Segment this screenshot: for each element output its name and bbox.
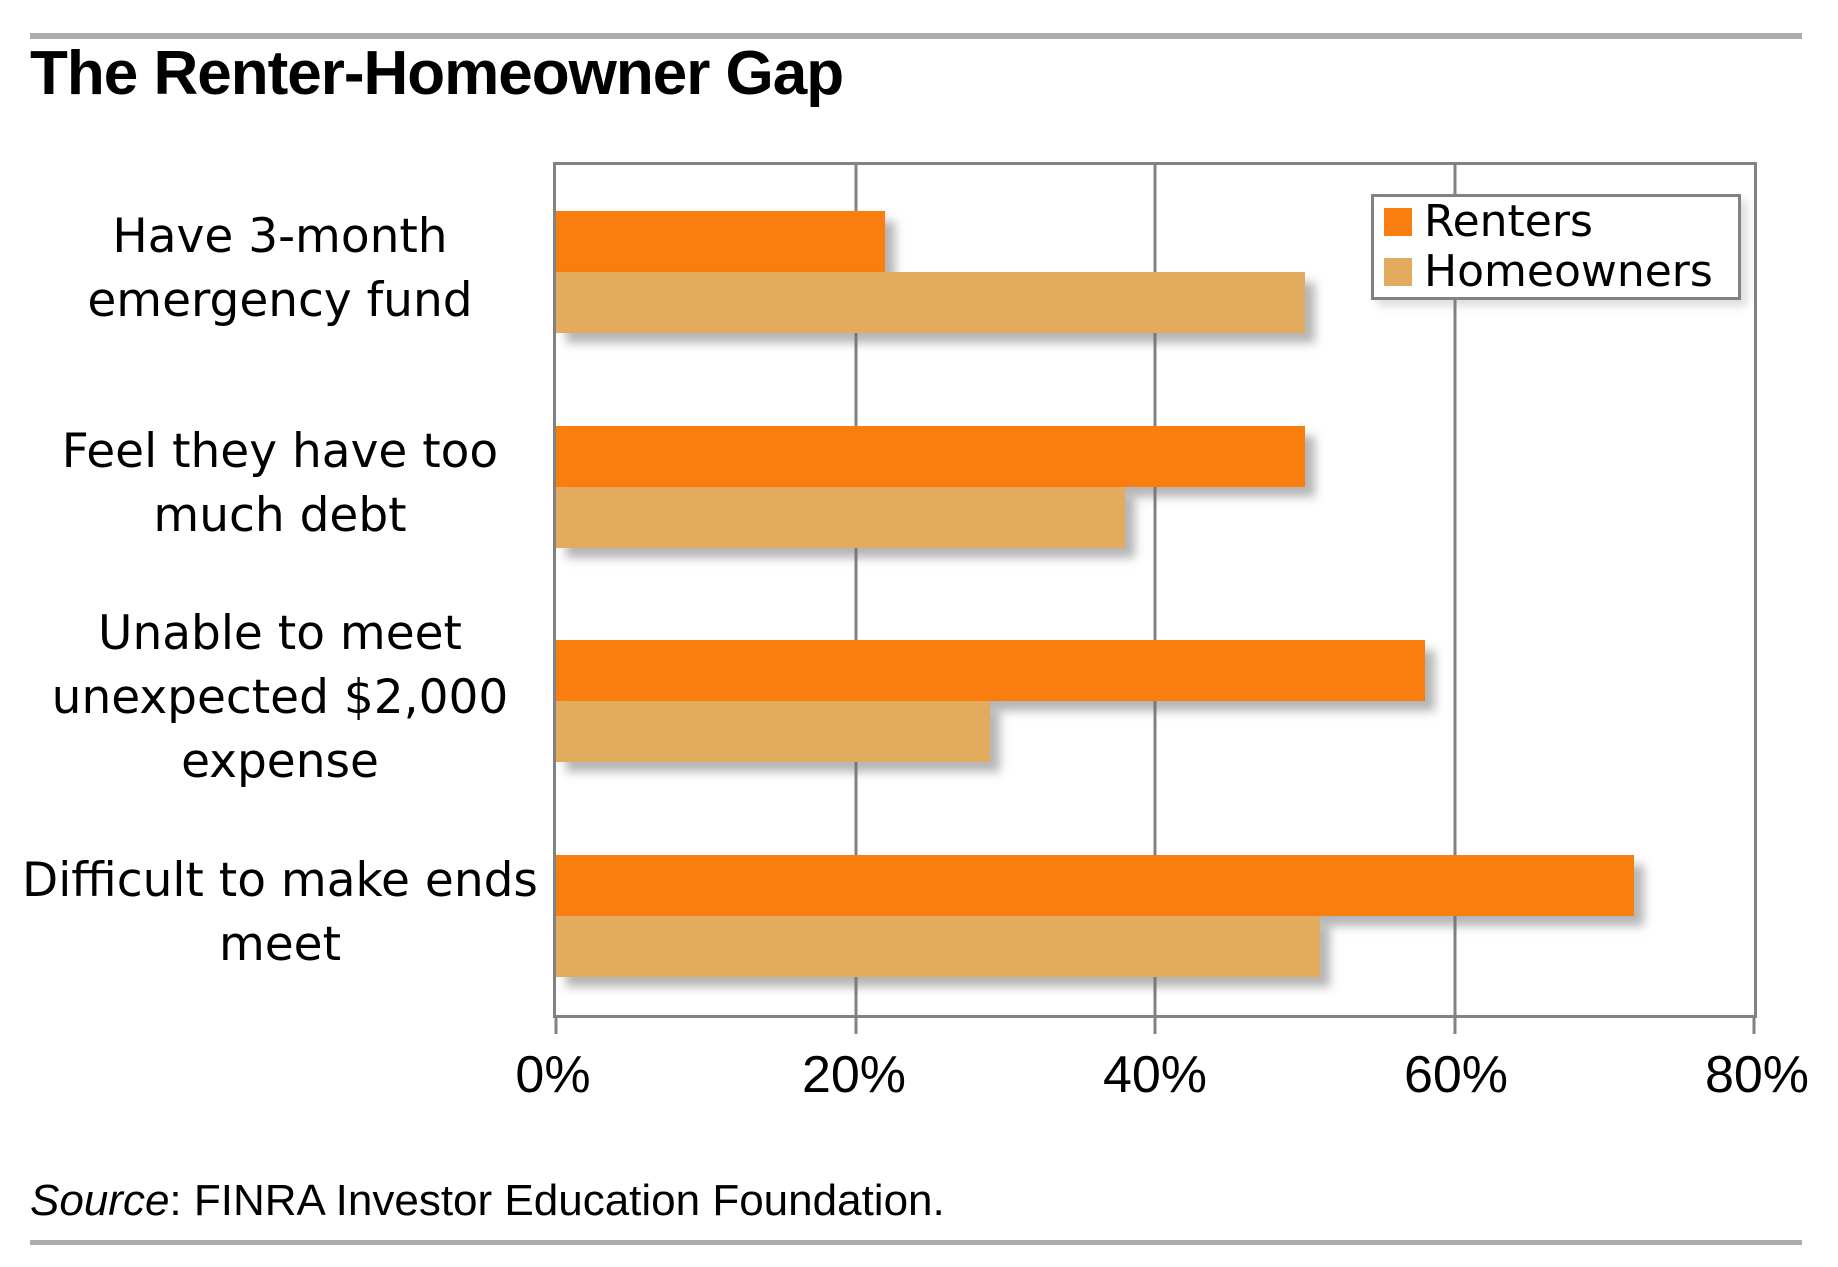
x-tick-label-60%: 60% (1403, 1046, 1509, 1104)
bar-homeowners-1 (556, 272, 1305, 333)
axis-tick-80% (1752, 1018, 1756, 1034)
source-note: Source: FINRA Investor Education Foundat… (30, 1176, 945, 1226)
gridline-20% (854, 165, 857, 1015)
axis-tick-20% (854, 1018, 857, 1034)
bar-renters-4 (556, 855, 1635, 916)
category-labels: Have 3-month emergency fund Feel they hav… (20, 162, 540, 1018)
legend-label-renters: Renters (1424, 196, 1593, 247)
bar-homeowners-4 (556, 916, 1320, 977)
x-tick-label-20%: 20% (801, 1046, 907, 1104)
category-label-3: Unable to meet unexpected $2,000 expense (51, 606, 509, 789)
x-tick-label-40%: 40% (1102, 1046, 1208, 1104)
gridline-60% (1453, 165, 1456, 1015)
legend: Renters Homeowners (1371, 194, 1741, 300)
axis-tick-0% (554, 1018, 558, 1034)
legend-swatch-renters (1384, 208, 1412, 236)
top-rule (30, 33, 1802, 39)
source-text: : FINRA Investor Education Foundation. (169, 1176, 945, 1225)
x-tick-label-80%: 80% (1704, 1046, 1810, 1104)
bottom-rule (30, 1240, 1802, 1245)
chart-title: The Renter-Homeowner Gap (30, 39, 844, 108)
x-tick-label-0%: 0% (515, 1046, 591, 1104)
axis-tick-60% (1453, 1018, 1456, 1034)
legend-swatch-homeowners (1384, 258, 1412, 286)
legend-row-renters: Renters (1384, 200, 1738, 244)
axis-tick-40% (1153, 1018, 1157, 1034)
legend-label-homeowners: Homeowners (1424, 246, 1713, 297)
x-axis-labels: 0% 20% 40% 60% 80% (515, 1045, 1809, 1115)
bar-renters-1 (556, 211, 886, 272)
bar-renters-3 (556, 640, 1425, 701)
plot-area: Renters Homeowners (553, 162, 1757, 1034)
category-label-1: Have 3-month emergency fund (87, 209, 473, 328)
bar-renters-2 (556, 426, 1305, 487)
bar-homeowners-2 (556, 487, 1126, 548)
category-label-4: Difficult to make ends meet (22, 853, 538, 972)
source-word: Source (30, 1176, 170, 1225)
gridline-40% (1153, 165, 1157, 1015)
bar-homeowners-3 (556, 701, 991, 762)
legend-row-homeowners: Homeowners (1384, 250, 1738, 294)
category-label-2: Feel they have too much debt (61, 424, 499, 543)
